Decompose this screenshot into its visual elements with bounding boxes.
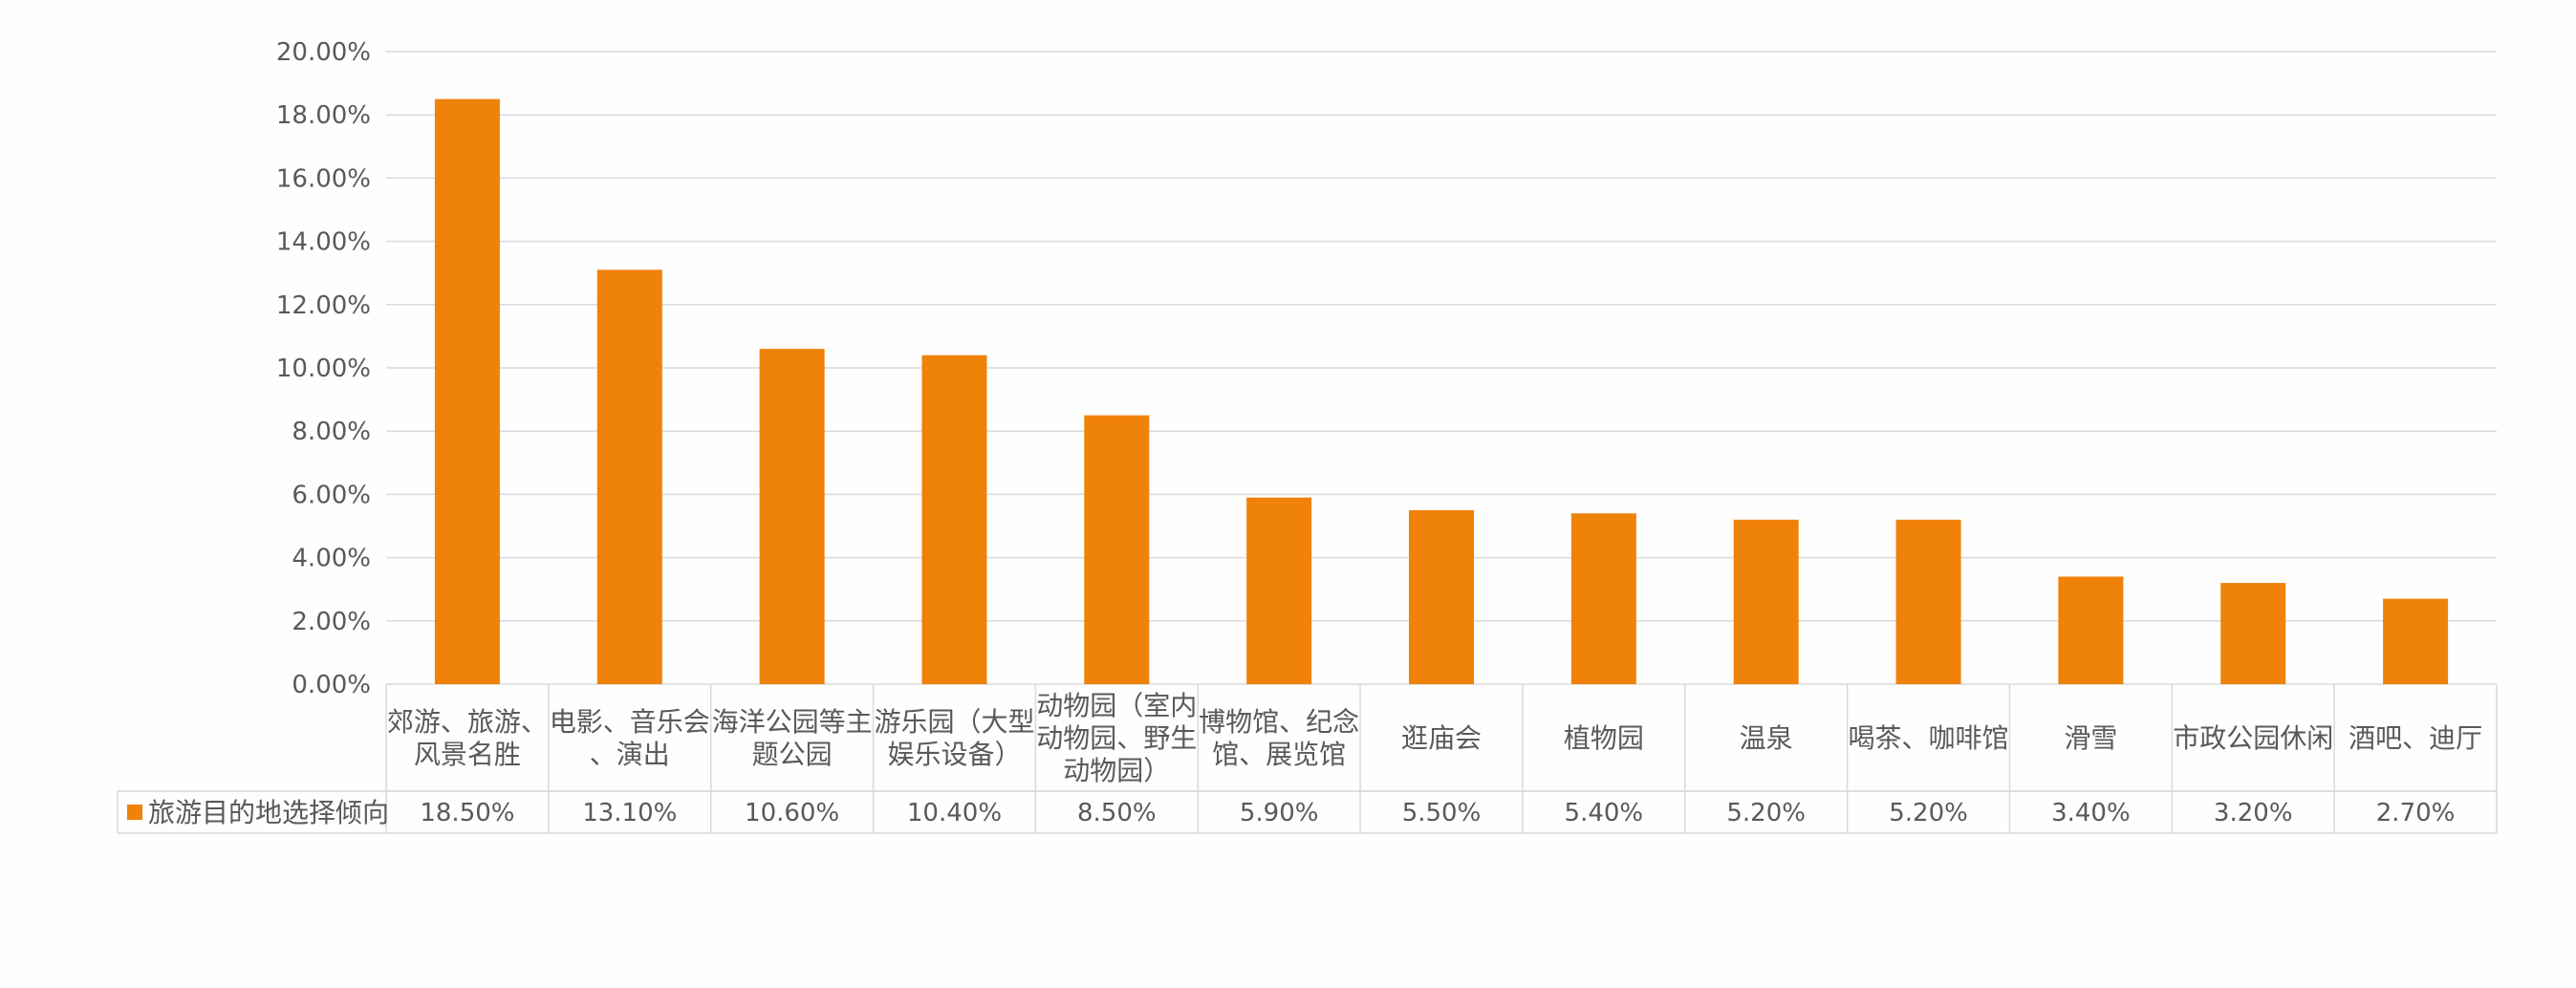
y-tick-label: 2.00% bbox=[292, 608, 371, 636]
category-label: 博物馆、纪念馆、展览馆 bbox=[1199, 706, 1359, 770]
data-label: 10.40% bbox=[907, 799, 1002, 827]
category-label: 逛庙会 bbox=[1401, 722, 1482, 754]
bar bbox=[2058, 576, 2124, 684]
y-tick-label: 4.00% bbox=[292, 545, 371, 573]
data-label: 10.60% bbox=[745, 799, 839, 827]
category-label: 海洋公园等主题公园 bbox=[712, 706, 873, 770]
bar bbox=[1895, 519, 1961, 684]
y-tick-label: 20.00% bbox=[276, 38, 371, 67]
category-label: 喝茶、咖啡馆 bbox=[1849, 722, 2009, 754]
y-tick-label: 8.00% bbox=[292, 418, 371, 446]
data-label: 5.40% bbox=[1565, 799, 1644, 827]
data-label: 5.20% bbox=[1726, 799, 1806, 827]
data-label: 2.70% bbox=[2376, 799, 2456, 827]
bar bbox=[1570, 513, 1636, 684]
gridlines bbox=[386, 51, 2497, 685]
data-label: 8.50% bbox=[1077, 799, 1157, 827]
data-label: 18.50% bbox=[420, 799, 514, 827]
data-table: 郊游、旅游、风景名胜电影、音乐会、演出海洋公园等主题公园游乐园（大型娱乐设备）动… bbox=[117, 684, 2498, 834]
data-label: 3.40% bbox=[2051, 799, 2131, 827]
category-label: 电影、音乐会、演出 bbox=[550, 706, 710, 770]
data-label: 5.90% bbox=[1240, 799, 1319, 827]
y-tick-label: 12.00% bbox=[276, 291, 371, 320]
category-label: 植物园 bbox=[1564, 722, 1644, 754]
legend-swatch bbox=[127, 805, 142, 820]
category-label: 酒吧、迪厅 bbox=[2349, 722, 2482, 754]
bar bbox=[596, 269, 662, 684]
category-label: 动物园（室内动物园、野生动物园） bbox=[1036, 690, 1197, 786]
category-label: 市政公园休闲 bbox=[2173, 722, 2333, 754]
legend-series-name: 旅游目的地选择倾向 bbox=[148, 797, 389, 828]
category-label: 郊游、旅游、风景名胜 bbox=[387, 706, 548, 770]
bar bbox=[1733, 519, 1799, 684]
category-label: 游乐园（大型娱乐设备） bbox=[874, 706, 1034, 770]
data-label: 3.20% bbox=[2214, 799, 2293, 827]
y-tick-label: 18.00% bbox=[276, 101, 371, 130]
y-tick-label: 6.00% bbox=[292, 481, 371, 509]
data-label: 5.20% bbox=[1889, 799, 1968, 827]
bar bbox=[1084, 415, 1150, 684]
bar bbox=[759, 349, 825, 684]
category-label: 温泉 bbox=[1740, 722, 1793, 754]
bars bbox=[434, 98, 2449, 684]
y-tick-label: 0.00% bbox=[292, 671, 371, 699]
y-tick-label: 10.00% bbox=[276, 354, 371, 383]
bar bbox=[921, 354, 987, 684]
y-tick-label: 14.00% bbox=[276, 228, 371, 257]
data-label: 5.50% bbox=[1402, 799, 1482, 827]
y-axis-tick-labels: 0.00% 2.00% 4.00% 6.00% 8.00% 10.00% 12.00% 14.… bbox=[276, 38, 371, 699]
bar bbox=[1409, 509, 1474, 684]
bar bbox=[434, 98, 500, 684]
category-label: 滑雪 bbox=[2064, 722, 2117, 754]
data-label: 13.10% bbox=[582, 799, 677, 827]
bar bbox=[2220, 583, 2286, 684]
y-tick-label: 16.00% bbox=[276, 164, 371, 193]
bar bbox=[2383, 598, 2449, 684]
bar bbox=[1246, 497, 1312, 684]
